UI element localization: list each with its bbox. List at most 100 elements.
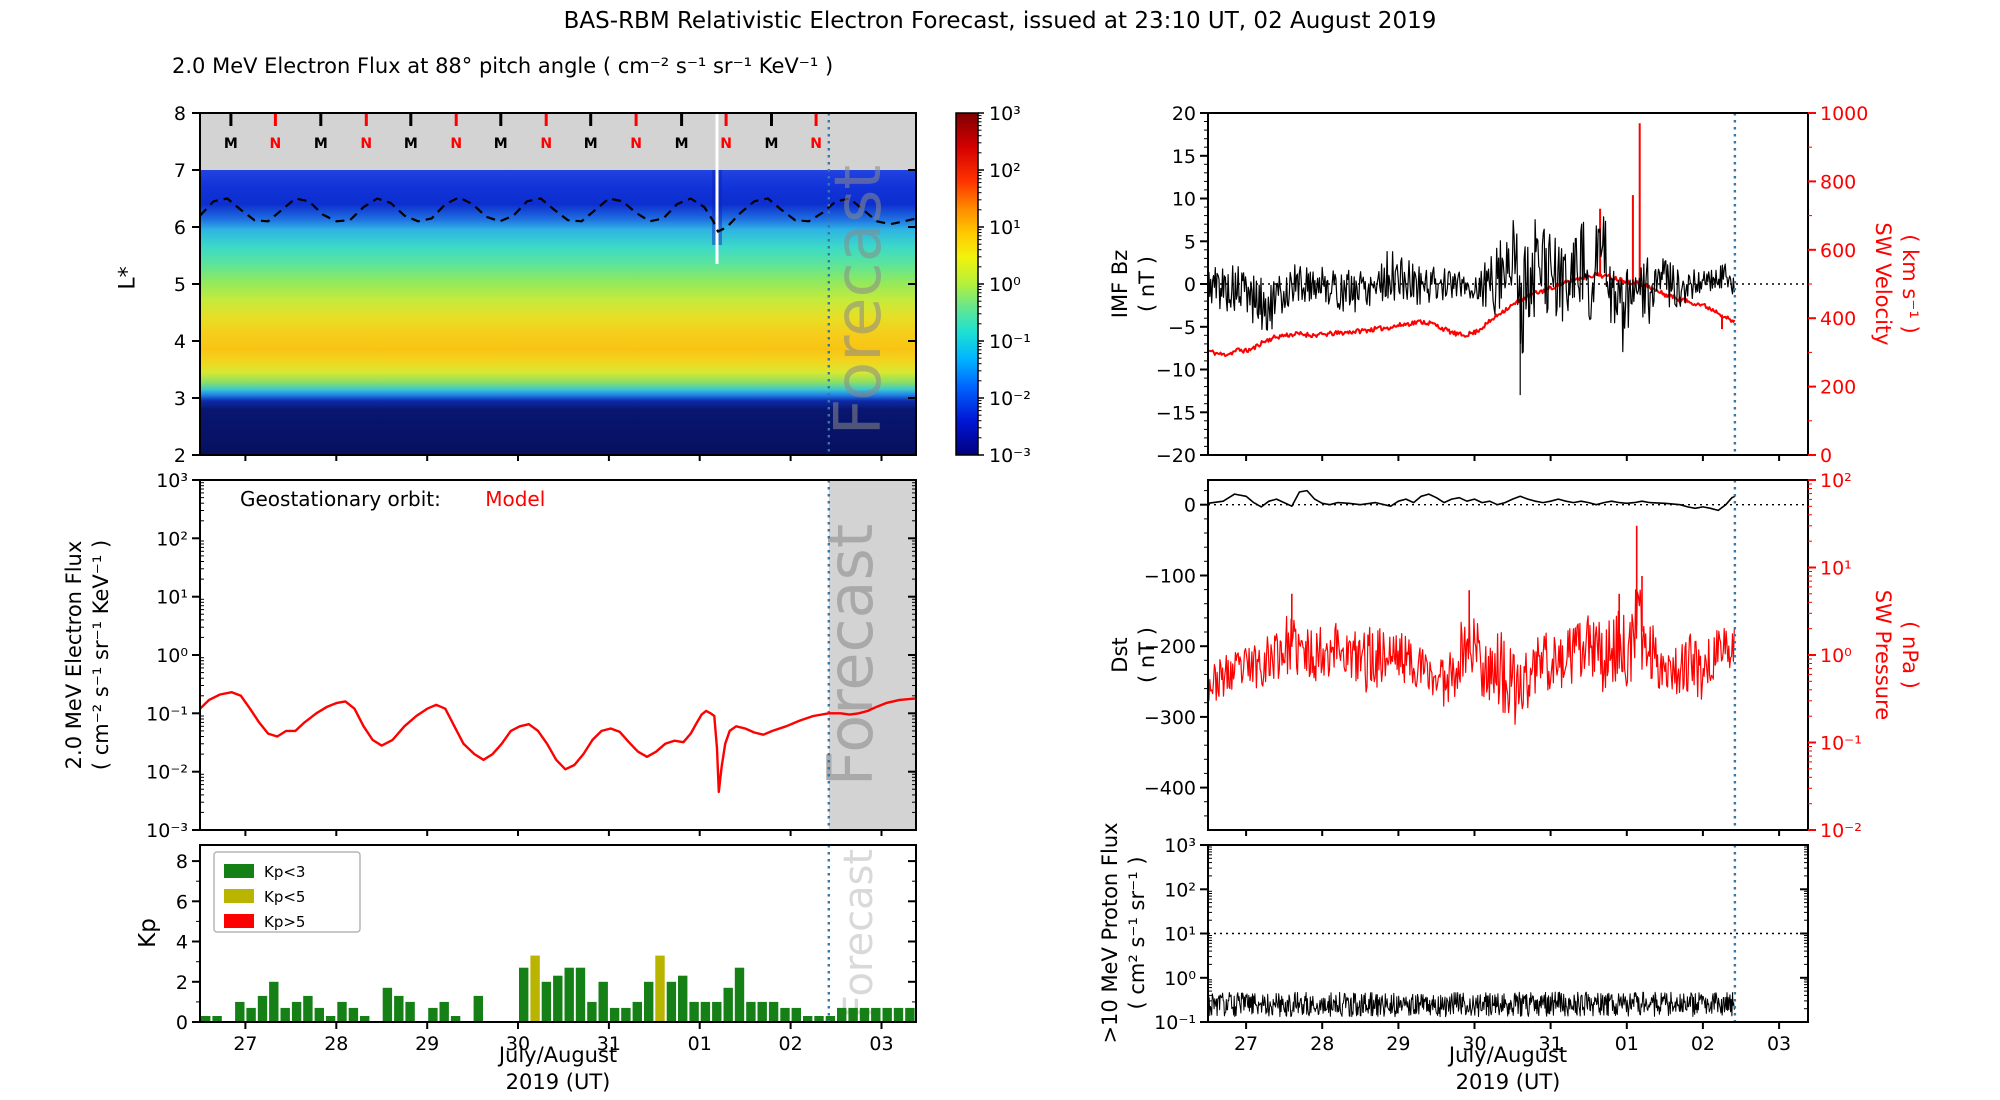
svg-text:10⁻²: 10⁻² — [989, 388, 1031, 410]
svg-text:03: 03 — [869, 1033, 893, 1055]
svg-text:02: 02 — [779, 1033, 803, 1055]
kp-bar — [768, 1001, 779, 1022]
kp-bar — [644, 981, 654, 1022]
kp-bar — [303, 995, 313, 1022]
x-axis-label-right: July/August 2019 (UT) — [1449, 1042, 1567, 1096]
kp-bar — [621, 1007, 631, 1022]
svg-text:30: 30 — [506, 1033, 530, 1055]
kp-bar — [519, 967, 529, 1022]
svg-text:0: 0 — [1820, 445, 1832, 467]
kp-bar — [746, 1001, 756, 1022]
svg-text:29: 29 — [1386, 1033, 1410, 1055]
svg-text:10²: 10² — [1820, 470, 1852, 492]
lstar-axis-label: L* — [115, 266, 141, 290]
kp-bar — [871, 1007, 881, 1022]
geo-flux-axis-label-line2: ( cm⁻² s⁻¹ sr⁻¹ KeV⁻¹ ) — [89, 539, 113, 771]
svg-text:02: 02 — [1691, 1033, 1715, 1055]
svg-text:03: 03 — [1767, 1033, 1791, 1055]
forecast-watermark: Forecast — [814, 524, 887, 786]
svg-text:Kp<5: Kp<5 — [264, 888, 305, 906]
kp-bar — [689, 1001, 699, 1022]
svg-text:4: 4 — [176, 932, 188, 954]
kp-bar — [723, 987, 733, 1022]
sw-pressure-units: ( nPa ) — [1898, 621, 1922, 689]
kp-bar — [905, 1007, 915, 1022]
proton-flux-axis-label-line1: >10 MeV Proton Flux — [1098, 822, 1122, 1044]
kp-bar — [598, 981, 608, 1022]
svg-text:M: M — [494, 136, 508, 152]
svg-text:−10: −10 — [1156, 360, 1196, 382]
kp-axis-label: Kp — [135, 918, 161, 948]
kp-bar — [314, 1007, 324, 1022]
kp-bar — [780, 1007, 790, 1022]
svg-text:−200: −200 — [1144, 636, 1196, 658]
kp-bar — [791, 1007, 801, 1022]
x-axis-label-right-line1: July/August — [1448, 1043, 1568, 1067]
kp-bar — [564, 967, 574, 1022]
sw-pressure-name: SW Pressure — [1871, 589, 1895, 721]
svg-text:10³: 10³ — [156, 470, 188, 492]
kp-bar — [348, 1007, 359, 1022]
svg-text:400: 400 — [1820, 308, 1856, 330]
legend-swatch — [224, 914, 254, 928]
kp-bar — [803, 1016, 813, 1022]
sw-velocity-name: SW Velocity — [1871, 222, 1895, 346]
bz-velocity-panel: 20 15 10 5 0 −5 −10 −15 −20 1000 800 600 400 200 0 — [1156, 103, 1868, 467]
svg-text:3: 3 — [174, 388, 186, 410]
kp-bar — [678, 975, 688, 1022]
svg-text:N: N — [720, 136, 732, 152]
kp-bar — [541, 981, 552, 1022]
svg-text:M: M — [224, 136, 238, 152]
spectrogram-title: 2.0 MeV Electron Flux at 88° pitch angle… — [172, 54, 834, 78]
kp-bar — [882, 1007, 892, 1022]
svg-text:10³: 10³ — [1164, 835, 1196, 857]
kp-bar — [473, 995, 483, 1022]
svg-text:10²: 10² — [1164, 879, 1196, 901]
kp-bar — [269, 981, 279, 1022]
kp-bar — [712, 1001, 722, 1022]
kp-bar — [734, 967, 745, 1022]
svg-text:27: 27 — [1234, 1033, 1258, 1055]
kp-bar — [337, 1001, 347, 1022]
svg-text:Kp>5: Kp>5 — [264, 913, 305, 931]
kp-legend: Kp<3 Kp<5 Kp>5 — [213, 851, 361, 933]
svg-text:10¹: 10¹ — [156, 587, 188, 609]
svg-text:10⁻²: 10⁻² — [146, 762, 188, 784]
svg-text:30: 30 — [1462, 1033, 1486, 1055]
kp-bar — [757, 1001, 767, 1022]
svg-text:0: 0 — [176, 1012, 188, 1034]
svg-text:6: 6 — [174, 217, 186, 239]
kp-bar — [325, 1016, 336, 1022]
forecast-region — [828, 480, 916, 830]
svg-text:10⁻¹: 10⁻¹ — [989, 331, 1031, 353]
svg-text:10: 10 — [1172, 189, 1196, 211]
kp-bar — [666, 981, 677, 1022]
geo-legend-model: Model — [485, 487, 546, 511]
proton-flux-axis-label: >10 MeV Proton Flux ( cm² s⁻¹ sr⁻¹ ) — [1097, 822, 1151, 1043]
kp-bar — [212, 1016, 222, 1022]
kp-bar — [848, 1007, 858, 1022]
svg-text:0: 0 — [1184, 495, 1196, 517]
svg-text:10¹: 10¹ — [1820, 558, 1852, 580]
svg-text:10⁻³: 10⁻³ — [989, 445, 1031, 467]
kp-bar — [655, 955, 665, 1022]
svg-text:5: 5 — [174, 274, 186, 296]
svg-text:31: 31 — [1539, 1033, 1563, 1055]
kp-bar — [405, 1001, 415, 1022]
data-gap-line — [715, 114, 719, 264]
kp-bar — [235, 1001, 245, 1022]
svg-text:0: 0 — [1184, 274, 1196, 296]
svg-text:Kp<3: Kp<3 — [264, 863, 305, 881]
svg-text:8: 8 — [176, 851, 188, 873]
dst-pressure-panel: 0 −100 −200 −300 −400 10² 10¹ 10⁰ 10⁻¹ 10⁻² — [1144, 470, 1862, 842]
svg-text:01: 01 — [688, 1033, 712, 1055]
svg-text:1000: 1000 — [1820, 103, 1868, 125]
svg-text:10⁰: 10⁰ — [1164, 968, 1196, 990]
x-axis-label-left: July/August 2019 (UT) — [499, 1042, 617, 1096]
svg-text:N: N — [270, 136, 282, 152]
svg-text:N: N — [540, 136, 552, 152]
kp-bar — [394, 995, 404, 1022]
svg-text:10⁻¹: 10⁻¹ — [1154, 1012, 1196, 1034]
x-axis-label-right-line2: 2019 (UT) — [1455, 1070, 1561, 1094]
dst-axis-label: Dst ( nT ) — [1107, 627, 1161, 683]
